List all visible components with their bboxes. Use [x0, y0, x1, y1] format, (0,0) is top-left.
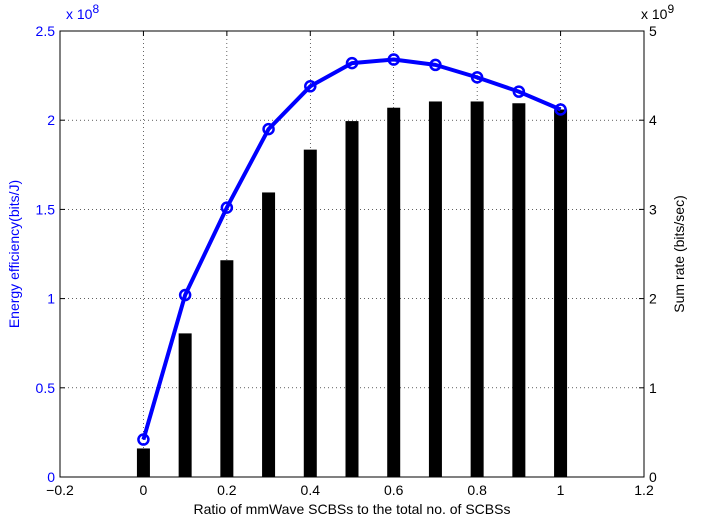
energy-efficiency-point [429, 58, 442, 72]
sum-rate-bar [470, 101, 484, 477]
energy-efficiency-point [554, 103, 567, 116]
left-tick-label: 1 [47, 291, 55, 307]
right-axis-multiplier: x 109 [641, 2, 674, 22]
energy-efficiency-point [387, 53, 400, 66]
energy-efficiency-point [220, 201, 234, 214]
sum-rate-bars [136, 101, 568, 478]
left-tick-label: 0 [47, 469, 55, 485]
x-tick-label: 0 [140, 482, 148, 498]
sum-rate-bar [428, 101, 442, 477]
x-tick-label: 1 [557, 482, 565, 498]
sum-rate-bar [220, 260, 234, 477]
left-axis-multiplier: x 108 [66, 2, 99, 22]
sum-rate-bar [262, 192, 276, 477]
energy-efficiency-point [470, 71, 484, 84]
energy-efficiency-line [141, 57, 562, 441]
left-tick-label: 0.5 [36, 380, 56, 396]
right-axis-multiplier-exp: 9 [667, 2, 674, 16]
left-axis-multiplier-exp: 8 [92, 2, 99, 16]
sum-rate-bar [387, 107, 401, 477]
left-tick-label: 2.5 [36, 23, 56, 39]
right-axis-label: Sum rate (bits/sec) [671, 195, 687, 312]
right-tick-label: 3 [649, 201, 657, 217]
sum-rate-bar [136, 448, 150, 477]
right-tick-label: 1 [649, 380, 657, 396]
sum-rate-bar [512, 103, 526, 477]
left-axis-multiplier-base: x 10 [66, 6, 93, 22]
right-tick-label: 4 [649, 112, 657, 128]
x-tick-label: 0.6 [384, 482, 404, 498]
left-tick-label: 2 [47, 112, 55, 128]
plot-frame [59, 30, 645, 478]
x-tick-label: 0.4 [301, 482, 321, 498]
right-axis-multiplier-base: x 10 [641, 6, 668, 22]
x-tick-label: 1.2 [634, 482, 654, 498]
x-axis-label: Ratio of mmWave SCBSs to the total no. o… [194, 501, 511, 517]
sum-rate-bar [303, 149, 317, 478]
energy-efficiency-point [512, 85, 526, 98]
right-tick-label: 5 [649, 23, 657, 39]
left-axis-label: Energy efficiency(bits/J) [6, 180, 22, 328]
left-tick-label: 1.5 [36, 201, 56, 217]
x-tick-label: −0.2 [46, 482, 74, 498]
energy-efficiency-point [304, 80, 317, 93]
sum-rate-bar [554, 109, 568, 477]
right-tick-label: 2 [649, 291, 657, 307]
sum-rate-bar [178, 333, 192, 477]
energy-efficiency-point [178, 288, 192, 302]
right-tick-label: 0 [649, 469, 657, 485]
energy-efficiency-series [137, 53, 567, 446]
energy-efficiency-point [262, 122, 275, 136]
energy-efficiency-point [345, 56, 359, 70]
x-tick-label: 0.8 [467, 482, 487, 498]
sum-rate-bar [345, 121, 359, 477]
x-tick-label: 0.2 [217, 482, 237, 498]
energy-efficiency-point [137, 433, 150, 446]
